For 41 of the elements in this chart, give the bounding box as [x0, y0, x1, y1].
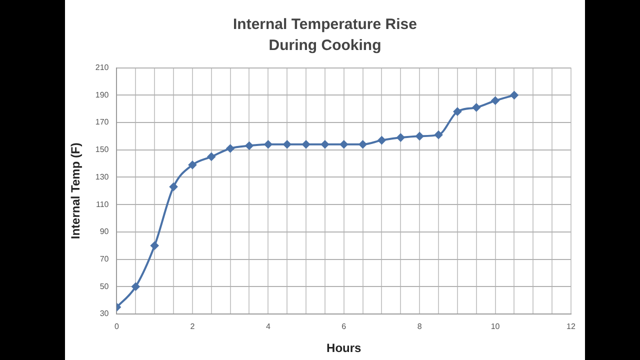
point	[132, 282, 140, 291]
y-tick-label: 150	[95, 145, 110, 154]
y-tick-label: 50	[100, 282, 110, 291]
point	[416, 132, 424, 140]
point	[358, 140, 367, 148]
point	[340, 140, 348, 148]
point	[510, 91, 518, 100]
y-tick-label: 30	[100, 309, 110, 318]
point	[245, 142, 254, 150]
point	[396, 134, 405, 142]
point	[170, 182, 178, 191]
point	[302, 140, 310, 148]
y-tick-label: 170	[95, 118, 110, 127]
x-tick-label: 10	[490, 322, 500, 332]
x-axis-title: Hours	[326, 341, 362, 356]
point	[434, 130, 443, 139]
x-tick-label: 8	[417, 322, 422, 332]
point	[472, 103, 480, 112]
chart-title: Internal Temperature Rise During Cooking	[232, 15, 418, 56]
x-tick-label: 12	[566, 322, 576, 332]
y-tick-label: 90	[100, 227, 110, 236]
y-tick-label: 190	[95, 90, 110, 100]
x-tick-label: 2	[190, 322, 196, 332]
point	[320, 140, 329, 148]
x-tick-label: 6	[342, 322, 347, 332]
y-tick-label: 110	[96, 200, 110, 209]
x-tick-label: 0	[114, 322, 120, 332]
point	[226, 144, 234, 152]
point	[491, 96, 500, 105]
point	[207, 152, 216, 161]
y-tick-label: 130	[95, 172, 110, 182]
y-axis-title: Internal Temp (F)	[68, 142, 83, 240]
x-tick-label: 4	[266, 322, 271, 332]
y-tick-label: 70	[100, 254, 110, 264]
point	[188, 160, 196, 169]
y-tick-label: 210	[95, 63, 110, 72]
point	[283, 140, 292, 148]
point	[264, 140, 272, 148]
point	[378, 136, 386, 144]
point	[453, 108, 462, 116]
point	[150, 242, 159, 250]
